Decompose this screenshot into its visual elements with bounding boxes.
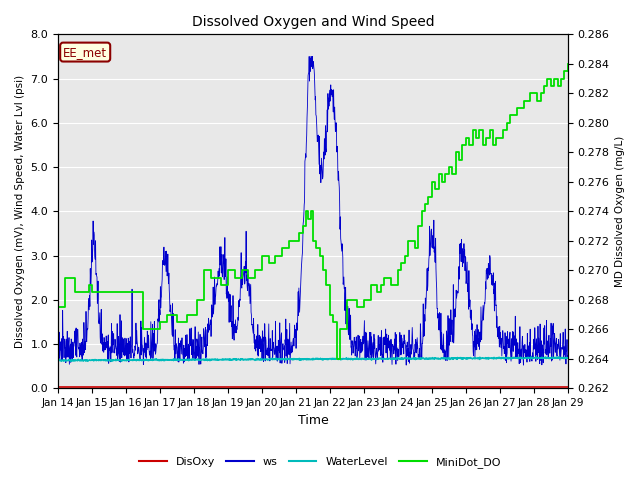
Y-axis label: MD Dissolved Oxygen (mg/L): MD Dissolved Oxygen (mg/L) xyxy=(615,136,625,287)
Title: Dissolved Oxygen and Wind Speed: Dissolved Oxygen and Wind Speed xyxy=(191,15,434,29)
Legend: DisOxy, ws, WaterLevel, MiniDot_DO: DisOxy, ws, WaterLevel, MiniDot_DO xyxy=(134,452,506,472)
Text: EE_met: EE_met xyxy=(63,46,108,59)
X-axis label: Time: Time xyxy=(298,414,328,427)
Y-axis label: Dissolved Oxygen (mV), Wind Speed, Water Lvl (psi): Dissolved Oxygen (mV), Wind Speed, Water… xyxy=(15,75,25,348)
